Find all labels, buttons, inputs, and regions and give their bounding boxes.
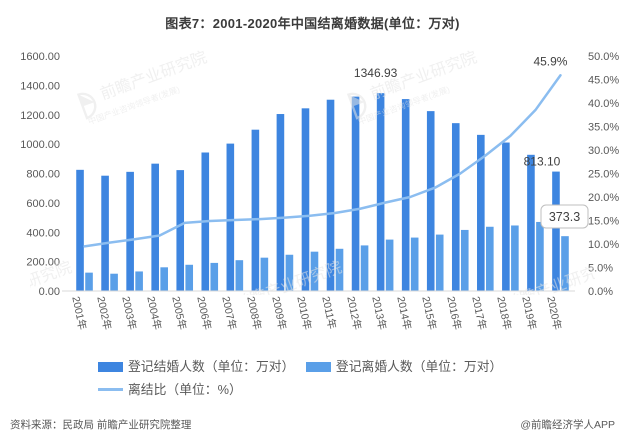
svg-text:1346.93: 1346.93	[354, 66, 398, 80]
svg-text:400.00: 400.00	[26, 227, 60, 239]
svg-text:40.0%: 40.0%	[588, 98, 619, 110]
svg-text:600.00: 600.00	[26, 198, 60, 210]
svg-text:1600.00: 1600.00	[20, 51, 60, 63]
svg-text:45.0%: 45.0%	[588, 75, 619, 87]
svg-text:10.0%: 10.0%	[588, 239, 619, 251]
svg-text:813.10: 813.10	[524, 155, 561, 169]
svg-text:25.0%: 25.0%	[588, 169, 619, 181]
svg-text:35.0%: 35.0%	[588, 122, 619, 134]
svg-text:200.00: 200.00	[26, 257, 60, 269]
svg-text:5.0%: 5.0%	[588, 263, 613, 275]
svg-text:50.0%: 50.0%	[588, 51, 619, 63]
svg-text:800.00: 800.00	[26, 169, 60, 181]
svg-text:15.0%: 15.0%	[588, 216, 619, 228]
svg-text:20.0%: 20.0%	[588, 192, 619, 204]
svg-text:1000.00: 1000.00	[20, 139, 60, 151]
svg-text:30.0%: 30.0%	[588, 145, 619, 157]
svg-text:1400.00: 1400.00	[20, 80, 60, 92]
svg-text:0.0%: 0.0%	[588, 286, 613, 298]
svg-text:0.00: 0.00	[39, 286, 60, 298]
svg-text:1200.00: 1200.00	[20, 110, 60, 122]
svg-text:373.3: 373.3	[549, 210, 580, 224]
svg-text:45.9%: 45.9%	[533, 54, 567, 68]
